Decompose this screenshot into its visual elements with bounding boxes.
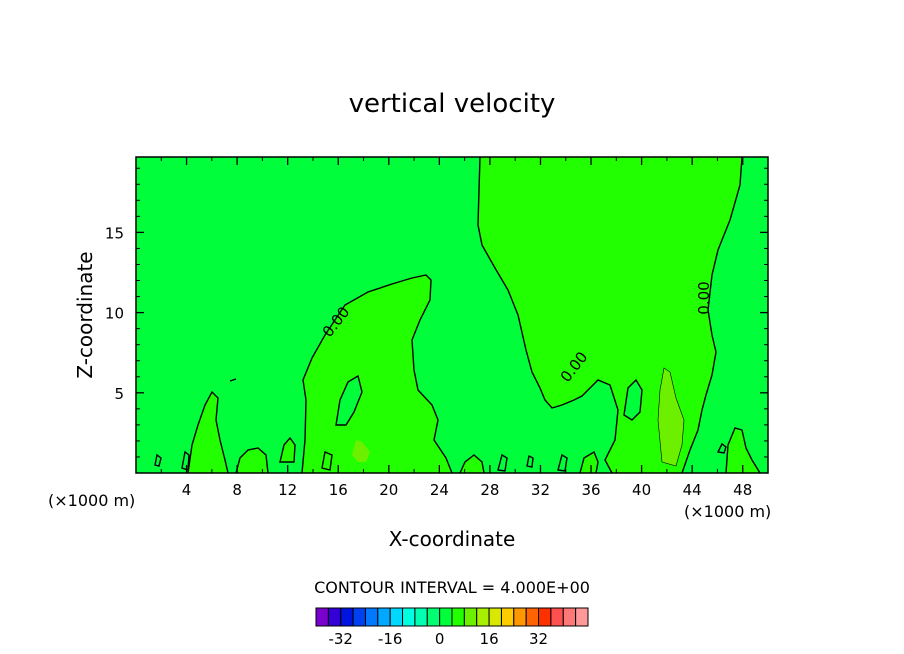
colorbar-swatch: [377, 607, 391, 627]
colorbar: -32 -16 0 16 32: [315, 607, 589, 648]
colorbar-swatch: [402, 607, 416, 627]
zero-contour-blob-3: [279, 436, 296, 463]
strong-updraft-small: [352, 440, 370, 462]
zero-contour-blob-4: [459, 454, 485, 474]
colorbar-swatch: [352, 607, 366, 627]
zero-contour-small-h: [229, 378, 237, 382]
x-unit-right: (×1000 m): [684, 502, 771, 521]
x-tick-label: 20: [379, 481, 398, 499]
x-tick-label: 40: [632, 481, 651, 499]
colorbar-swatch: [488, 607, 502, 627]
y-tick-label: 15: [105, 224, 124, 242]
x-tick-label: 28: [480, 481, 499, 499]
colorbar-swatch: [538, 607, 552, 627]
colorbar-tick-label: 0: [435, 630, 445, 648]
positive-region-right: [478, 157, 742, 473]
colorbar-swatch: [327, 607, 342, 627]
contour-interval-text: CONTOUR INTERVAL = 4.000E+00: [314, 578, 590, 597]
zero-contour-small-f: [497, 453, 508, 472]
colorbar-swatch: [439, 607, 453, 627]
colorbar-tick-label: -16: [378, 630, 403, 648]
x-unit-left: (×1000 m): [48, 491, 135, 510]
colorbar-swatch: [550, 607, 564, 627]
zero-contour-right: [477, 156, 743, 474]
chart-title: vertical velocity: [349, 89, 556, 119]
zero-contour-center: [301, 274, 453, 474]
zero-contour-small-e: [557, 453, 568, 472]
colorbar-swatch: [513, 607, 527, 627]
colorbar-swatch: [414, 607, 428, 627]
zero-contour-blob-6: [725, 427, 761, 474]
x-tick-label: 16: [329, 481, 348, 499]
x-tick-label: 32: [531, 481, 550, 499]
colorbar-swatch: [340, 607, 354, 627]
positive-blob-5: [580, 452, 598, 473]
colorbar-swatch: [525, 607, 540, 627]
plot-frame: [135, 156, 769, 474]
x-tick-label: 12: [278, 481, 297, 499]
zero-contour-small-a: [154, 453, 162, 467]
negative-pocket-2: [624, 380, 642, 420]
zero-contour-pocket-1: [335, 374, 363, 426]
x-tick-label: 44: [683, 481, 702, 499]
colorbar-swatch: [476, 607, 490, 627]
colorbar-swatch: [426, 607, 441, 627]
x-tick-label: 4: [182, 481, 192, 499]
colorbar-tick-label: 16: [480, 630, 499, 648]
zero-contour-small-d: [526, 454, 534, 468]
zero-contour-pocket-2: [623, 378, 643, 421]
zero-contour-small-g: [716, 442, 727, 454]
zero-contour-blob-5: [579, 450, 599, 474]
colorbar-tick-label: -32: [328, 630, 353, 648]
colorbar-swatch: [575, 607, 589, 627]
colorbar-tick-label: 32: [529, 630, 548, 648]
x-axis-ticks: 4 8 12 16 20 24 28 32 36 40 44 48: [160, 157, 752, 499]
colorbar-swatch: [463, 607, 478, 627]
y-axis-label: Z-coordinate: [73, 251, 97, 378]
y-tick-label: 5: [114, 385, 124, 403]
colorbar-swatch: [364, 607, 379, 627]
positive-blob-1: [188, 392, 228, 473]
zero-contour-small-c: [321, 451, 333, 471]
zero-contour-blob-1: [187, 390, 229, 474]
y-tick-label: 10: [105, 305, 124, 323]
positive-blob-4: [460, 455, 484, 473]
x-tick-label: 48: [733, 481, 752, 499]
x-tick-label: 36: [581, 481, 600, 499]
plot-area: 0.000.000.00 4 8 12 16 20 24 28 32 36 40 44 48 5101…: [105, 156, 769, 499]
colorbar-swatch: [389, 607, 404, 627]
x-tick-label: 8: [232, 481, 242, 499]
colorbar-swatch: [451, 607, 465, 627]
colorbar-swatch: [500, 607, 515, 627]
colorbar-swatch: [315, 607, 329, 627]
strong-core-outline: [657, 367, 685, 467]
contour-label: 0.00: [695, 281, 713, 314]
positive-blob-3: [280, 438, 295, 462]
colorbar-swatch: [562, 607, 577, 627]
zero-contour-blob-2: [235, 447, 269, 474]
x-tick-label: 24: [430, 481, 449, 499]
strong-updraft-core: [658, 368, 684, 466]
negative-pocket-1: [336, 376, 362, 425]
positive-blob-6: [726, 428, 760, 473]
y-axis-ticks: 5 10 15: [105, 167, 768, 458]
zero-contours: [154, 156, 761, 474]
x-axis-label: X-coordinate: [389, 527, 516, 551]
